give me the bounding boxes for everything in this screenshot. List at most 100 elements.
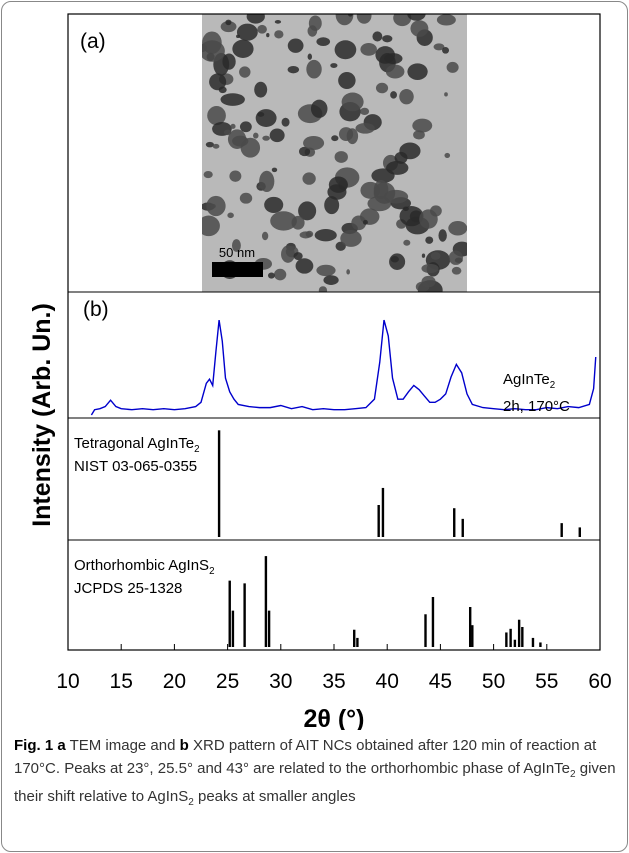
particle — [348, 14, 353, 17]
particle — [262, 135, 270, 141]
particle — [355, 123, 375, 134]
particle — [360, 43, 377, 56]
particle — [246, 14, 265, 24]
caption-a: a — [57, 737, 66, 754]
particle — [203, 170, 213, 179]
stick — [356, 637, 359, 647]
stick — [560, 523, 563, 537]
particle — [222, 53, 236, 70]
particle — [362, 219, 368, 225]
particle — [334, 151, 348, 163]
particle — [390, 91, 397, 99]
particle — [412, 118, 433, 133]
particle — [407, 63, 428, 80]
particle — [307, 53, 313, 60]
particle — [335, 14, 354, 26]
particle — [407, 14, 426, 21]
stick — [505, 632, 508, 647]
particle — [393, 14, 412, 27]
panel-label: (a) — [80, 30, 106, 53]
annotation-condition: 2h, 170°C — [503, 398, 570, 415]
particle — [227, 212, 234, 219]
particle — [314, 229, 337, 242]
stick — [521, 627, 524, 647]
particle — [261, 231, 269, 241]
caption-text: TEM image and — [65, 737, 180, 754]
particle — [308, 15, 322, 31]
particle — [303, 136, 325, 150]
particle — [295, 258, 314, 274]
particle — [225, 19, 232, 26]
particle — [266, 33, 270, 38]
stick — [539, 642, 542, 647]
particle — [298, 201, 317, 221]
particle — [202, 215, 220, 237]
particle — [451, 266, 462, 275]
caption-text: XRD pattern of AIT NCs obtained after 12… — [14, 737, 597, 777]
tem-particles — [202, 14, 467, 292]
stick — [217, 430, 221, 537]
x-axis-label: 2θ (°) — [303, 705, 364, 730]
particle — [206, 195, 226, 217]
particle — [287, 65, 300, 74]
particle — [232, 39, 254, 58]
annotation-sub: 2 — [209, 566, 214, 577]
particle — [298, 146, 311, 157]
particle — [230, 123, 236, 129]
stick — [453, 508, 456, 537]
particle — [385, 64, 405, 79]
stick — [531, 637, 535, 647]
particle — [340, 229, 362, 247]
particle — [415, 281, 430, 292]
caption-text: peaks at smaller angles — [193, 788, 356, 805]
particle — [360, 107, 370, 116]
particle — [223, 129, 232, 136]
particle — [444, 152, 451, 159]
scale-bar-label: 50 nm — [219, 245, 255, 260]
particle — [274, 20, 282, 24]
particle — [399, 88, 414, 105]
particle — [327, 184, 347, 200]
particle — [255, 109, 277, 127]
x-tick-label: 40 — [376, 670, 399, 693]
particle — [316, 37, 331, 47]
x-tick-label: 55 — [535, 670, 558, 693]
stick — [353, 629, 356, 647]
particle — [202, 40, 225, 62]
particle — [264, 196, 284, 213]
stick — [381, 487, 385, 537]
x-tick-label: 30 — [269, 670, 292, 693]
particle — [433, 43, 445, 51]
stick — [468, 607, 472, 647]
particle — [287, 38, 304, 53]
annotation-reference: JCPDS 25-1328 — [74, 580, 182, 597]
stick — [424, 614, 427, 647]
panel-label: (b) — [83, 298, 109, 321]
particle — [442, 47, 450, 54]
stick — [509, 628, 512, 647]
stick — [267, 610, 271, 647]
particle — [212, 143, 220, 149]
particle — [220, 93, 245, 106]
particle — [386, 160, 409, 175]
stick — [461, 518, 464, 537]
x-tick-label: 60 — [588, 670, 611, 693]
particle — [382, 35, 393, 43]
particle — [389, 253, 406, 270]
annotation-sub: 2 — [194, 444, 199, 455]
stick — [228, 580, 231, 647]
particle — [302, 172, 316, 185]
x-tick-label: 35 — [322, 670, 345, 693]
stick — [578, 527, 581, 537]
particle — [227, 129, 247, 149]
particle — [383, 189, 409, 204]
annotation: Tetragonal AgInTe2 — [74, 435, 200, 455]
stick — [471, 625, 474, 647]
stick — [517, 619, 521, 647]
xrd-curve — [90, 319, 597, 416]
particle — [305, 230, 314, 238]
caption-sub: 2 — [188, 797, 194, 808]
particle — [324, 196, 340, 215]
figure: 50 nm (a) Intensity (Arb. Un.) (b) AgInTe… — [28, 13, 612, 730]
